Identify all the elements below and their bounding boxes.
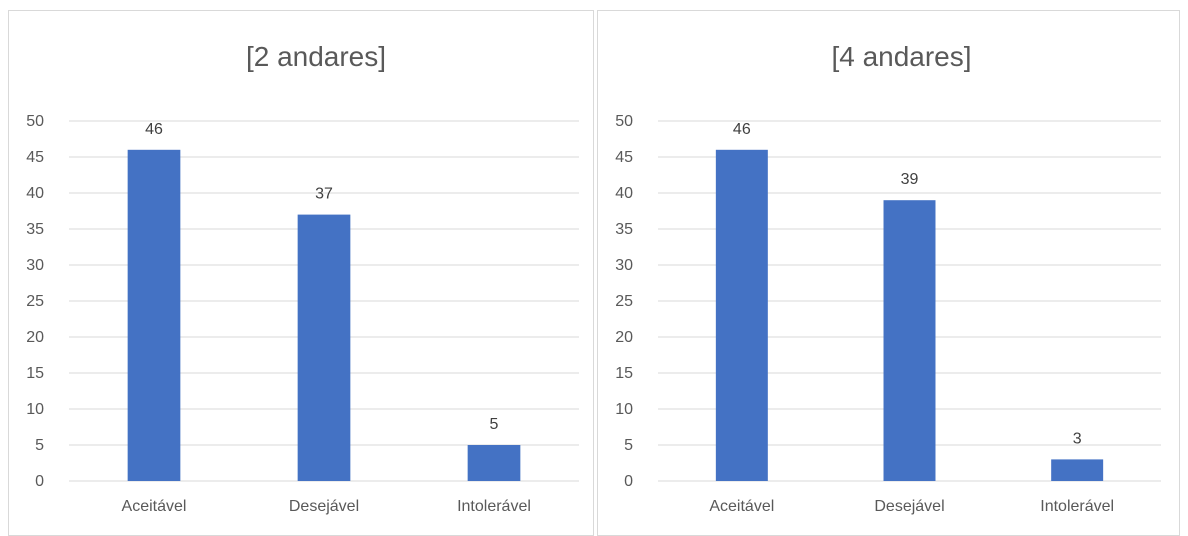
y-tick-label: 35: [26, 221, 44, 238]
y-tick-label: 20: [26, 329, 44, 346]
chart-title: [2 andares]: [246, 41, 386, 72]
bar-chart-4-andares: [4 andares] 0 5 10 15 20 25 30 35 40 45 50 46 Aceitá…: [615, 41, 1161, 515]
data-label-desejavel: 37: [315, 186, 333, 203]
y-tick-label: 0: [624, 473, 633, 490]
chart-title: [4 andares]: [831, 41, 971, 72]
y-tick-label: 25: [615, 293, 633, 310]
y-tick-label: 0: [35, 473, 44, 490]
y-tick-label: 15: [615, 365, 633, 382]
y-tick-label: 40: [615, 185, 633, 202]
y-tick-label: 50: [26, 113, 44, 130]
y-tick-label: 50: [615, 113, 633, 130]
bar-aceitavel: [127, 149, 181, 482]
y-tick-label: 45: [615, 149, 633, 166]
bar-intoleravel: [467, 445, 521, 481]
chart-panel-2-andares: [2 andares] 0 5 10 15 20 25 30 35 40 45 50 46 Aceitá…: [8, 10, 594, 536]
y-tick-label: 5: [35, 437, 44, 454]
y-tick-label: 5: [624, 437, 633, 454]
data-label-aceitavel: 46: [733, 121, 751, 138]
y-tick-label: 10: [26, 401, 44, 418]
x-tick-label-intoleravel: Intolerável: [1040, 498, 1114, 515]
x-tick-label-aceitavel: Aceitável: [709, 498, 774, 515]
y-tick-label: 25: [26, 293, 44, 310]
data-label-intoleravel: 5: [490, 416, 499, 433]
x-tick-label-desejavel: Desejável: [874, 498, 944, 515]
y-tick-label: 45: [26, 149, 44, 166]
y-tick-label: 10: [615, 401, 633, 418]
chart-panel-4-andares: [4 andares] 0 5 10 15 20 25 30 35 40 45 50 46 Aceitá…: [597, 10, 1180, 536]
y-tick-label: 30: [26, 257, 44, 274]
y-tick-label: 35: [615, 221, 633, 238]
data-label-desejavel: 39: [901, 171, 919, 188]
y-tick-label: 40: [26, 185, 44, 202]
y-tick-label: 30: [615, 257, 633, 274]
bar-intoleravel: [1051, 459, 1104, 481]
data-label-aceitavel: 46: [145, 121, 163, 138]
x-tick-label-intoleravel: Intolerável: [457, 498, 531, 515]
bar-desejavel: [883, 200, 936, 481]
y-tick-label: 20: [615, 329, 633, 346]
bar-chart-2-andares: [2 andares] 0 5 10 15 20 25 30 35 40 45 50 46 Aceitá…: [26, 41, 579, 515]
data-label-intoleravel: 3: [1073, 430, 1082, 447]
x-tick-label-desejavel: Desejável: [289, 498, 359, 515]
bar-desejavel: [297, 214, 351, 481]
y-tick-label: 15: [26, 365, 44, 382]
x-tick-label-aceitavel: Aceitável: [122, 498, 187, 515]
bar-aceitavel: [715, 149, 768, 482]
